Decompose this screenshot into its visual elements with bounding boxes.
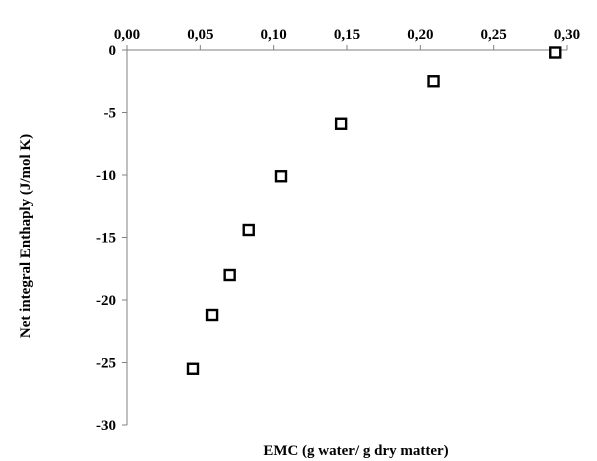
y-tick-label: -20 — [96, 293, 116, 309]
data-point — [186, 362, 200, 375]
x-tick-label: 0,10 — [261, 27, 287, 43]
y-tick-label: -5 — [104, 106, 117, 122]
data-point — [242, 223, 255, 237]
y-tick-label: 0 — [109, 43, 117, 59]
x-tick-label: 0,20 — [407, 27, 433, 43]
y-axis-title: Net integral Enthaply (J/mol K) — [18, 134, 34, 338]
x-tick-label: 0,25 — [481, 27, 507, 43]
data-point — [427, 75, 440, 88]
x-tick-label: 0,00 — [114, 27, 140, 43]
y-tick-label: -25 — [96, 356, 116, 372]
data-point — [334, 117, 348, 130]
y-tick-label: -10 — [96, 168, 116, 184]
x-tick-label: 0,05 — [187, 27, 213, 43]
x-tick-label: 0,15 — [334, 27, 360, 43]
data-point — [549, 46, 562, 59]
data-point — [223, 268, 236, 282]
data-points — [186, 46, 562, 375]
data-point — [274, 170, 288, 183]
y-tick-label: -15 — [96, 231, 116, 247]
ticks: 0,00 0,05 0,10 0,15 0,20 0,25 0,30 0 -5 -10 -15 -20… — [96, 27, 580, 434]
y-tick-label: -30 — [96, 418, 116, 434]
x-axis-title: EMC (g water/ g dry matter) — [263, 443, 448, 459]
data-point — [205, 308, 219, 322]
x-tick-label: 0,30 — [554, 27, 580, 43]
